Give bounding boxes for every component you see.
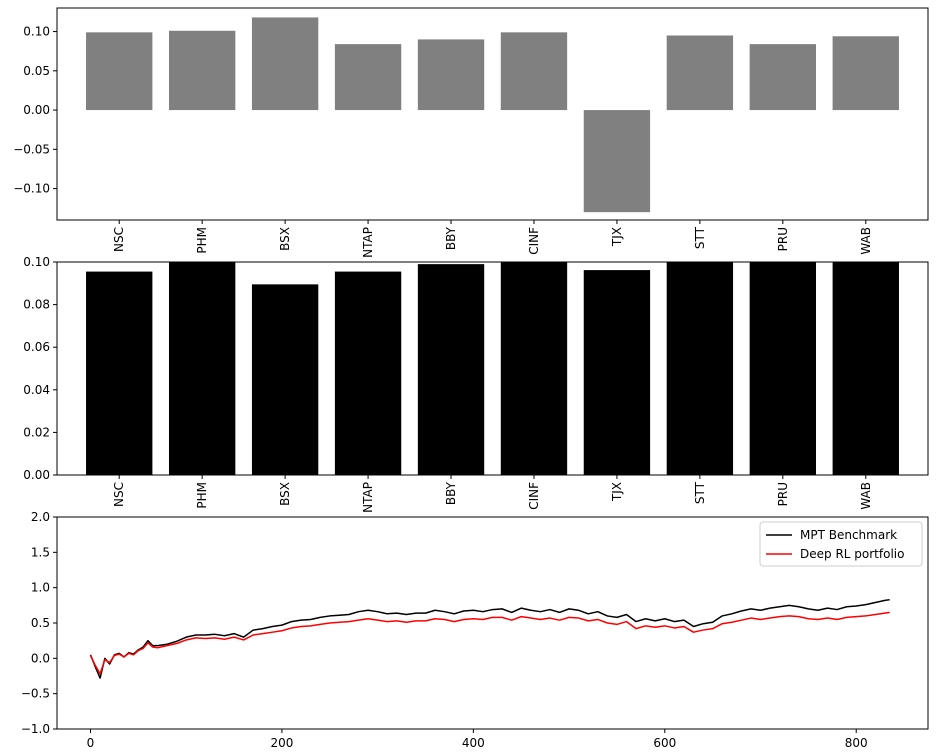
returns-chart-x-tick-label: 0: [87, 736, 95, 750]
weights-chart-2-bar-wab: [832, 262, 899, 475]
returns-chart-y-tick-label: −0.5: [21, 687, 50, 701]
weights-chart-1-x-tick-label: STT: [693, 226, 707, 249]
weights-chart-1-x-tick-label: TJX: [610, 227, 624, 247]
weights-chart-1-bar-nsc: [86, 32, 153, 111]
weights-chart-2-x-tick-label: BBY: [444, 481, 458, 505]
weights-chart-1-x-tick-label: WAB: [859, 227, 873, 255]
returns-chart-series-line-0: [89, 598, 890, 679]
weights-chart-1-bar-cinf: [500, 32, 568, 111]
subplot-frame-3: [56, 516, 929, 730]
weights-chart-2-x-tick-label: WAB: [859, 482, 873, 510]
weights-chart-2-bar-bsx: [251, 284, 319, 475]
weights-chart-1-bar-wab: [832, 36, 899, 111]
weights-chart-1-x-tick-label: BBY: [444, 226, 458, 250]
weights-chart-1-bar-ntap: [334, 44, 402, 111]
returns-chart-y-tick-label: 2.0: [31, 510, 50, 524]
returns-chart-x-axis: 0 200 400 600 800: [87, 729, 868, 750]
weights-chart-1-x-tick-label: PRU: [776, 227, 790, 251]
weights-chart-2-x-tick-label: NTAP: [361, 482, 375, 513]
weights-chart-1-x-tick-label: BSX: [278, 227, 292, 251]
returns-chart-x-tick-label: 400: [462, 736, 485, 750]
weights-chart-2-x-tick-label: NSC: [112, 482, 126, 507]
weights-chart-2-bar-stt: [666, 262, 734, 475]
weights-chart-2-bar-nsc: [86, 271, 153, 475]
weights-chart-2-bar-cinf: [500, 262, 568, 475]
weights-chart-1-x-axis: NSC PHM BSX NTAP BBY CINF TJX STT PRU WAB: [112, 220, 873, 258]
weights-chart-2-x-tick-label: CINF: [527, 482, 541, 510]
weights-chart-2-y-tick-label: 0.00: [23, 468, 50, 482]
weights-chart-1-y-tick-label: 0.10: [23, 25, 50, 39]
subplot-frame-1: [56, 7, 929, 221]
weights-chart-1-bar-bby: [417, 39, 485, 111]
returns-chart-y-tick-label: 0.5: [31, 616, 50, 630]
weights-chart-1-bar-tjx: [583, 110, 651, 213]
weights-chart-2-x-tick-label: PRU: [776, 482, 790, 506]
weights-chart-1-bar-bsx: [251, 17, 319, 111]
weights-chart-1-x-tick-label: CINF: [527, 227, 541, 255]
weights-chart-2-y-axis: 0.00 0.02 0.04 0.06 0.08 0.10: [23, 255, 57, 482]
weights-chart-2-bar-tjx: [583, 270, 651, 475]
returns-chart-legend: MPT Benchmark Deep RL portfolio: [759, 521, 923, 567]
weights-chart-2-x-tick-label: PHM: [195, 482, 209, 509]
weights-chart-1-x-tick-label: NSC: [112, 227, 126, 252]
weights-chart-1-bar-pru: [749, 44, 817, 111]
weights-chart-2-x-tick-label: BSX: [278, 482, 292, 506]
weights-chart-2-bars: [86, 262, 899, 475]
returns-chart-lines: [89, 598, 890, 679]
weights-chart-1-y-tick-label: 0.00: [23, 103, 50, 117]
weights-chart-1-y-tick-label: 0.05: [23, 64, 50, 78]
weights-chart-2-y-tick-label: 0.08: [23, 298, 50, 312]
returns-chart-series-line-1: [89, 611, 890, 675]
weights-chart-2-bar-bby: [417, 264, 485, 475]
returns-chart-y-tick-label: 1.0: [31, 581, 50, 595]
weights-chart-1-bar-phm: [168, 30, 236, 111]
returns-chart-x-tick-label: 200: [270, 736, 293, 750]
returns-chart-y-tick-label: −1.0: [21, 722, 50, 736]
subplot-frame-2: [56, 261, 929, 476]
weights-chart-2-y-tick-label: 0.06: [23, 340, 50, 354]
returns-chart-y-axis: −1.0 −0.5 0.0 0.5 1.0 1.5 2.0: [21, 510, 57, 736]
weights-chart-2-y-tick-label: 0.02: [23, 425, 50, 439]
weights-chart-1-y-tick-label: −0.10: [13, 182, 50, 196]
weights-chart-2-bar-pru: [749, 262, 817, 475]
returns-chart-x-tick-label: 800: [845, 736, 868, 750]
weights-chart-2-x-tick-label: TJX: [610, 482, 624, 502]
weights-chart-2-y-tick-label: 0.10: [23, 255, 50, 269]
returns-chart-y-tick-label: 1.5: [31, 545, 50, 559]
weights-chart-1-x-tick-label: NTAP: [361, 227, 375, 258]
weights-chart-1-bar-stt: [666, 35, 734, 111]
returns-chart-legend-label-0: MPT Benchmark: [800, 528, 897, 542]
weights-chart-1-x-tick-label: PHM: [195, 227, 209, 254]
returns-chart-y-tick-label: 0.0: [31, 651, 50, 665]
weights-chart-2-x-axis: NSC PHM BSX NTAP BBY CINF TJX STT PRU WAB: [112, 475, 873, 513]
weights-chart-2-bar-phm: [168, 262, 236, 475]
returns-chart-legend-label-1: Deep RL portfolio: [800, 547, 904, 561]
weights-chart-2-bar-ntap: [334, 271, 402, 475]
returns-chart-x-tick-label: 600: [653, 736, 676, 750]
weights-chart-2-x-tick-label: STT: [693, 481, 707, 504]
returns-chart-legend-box: [759, 521, 923, 567]
weights-chart-2-y-tick-label: 0.04: [23, 383, 50, 397]
weights-chart-1-bars: [86, 17, 899, 213]
weights-chart-1-y-tick-label: −0.05: [13, 142, 50, 156]
weights-chart-1-y-axis: −0.10 −0.05 0.00 0.05 0.10: [13, 25, 57, 196]
